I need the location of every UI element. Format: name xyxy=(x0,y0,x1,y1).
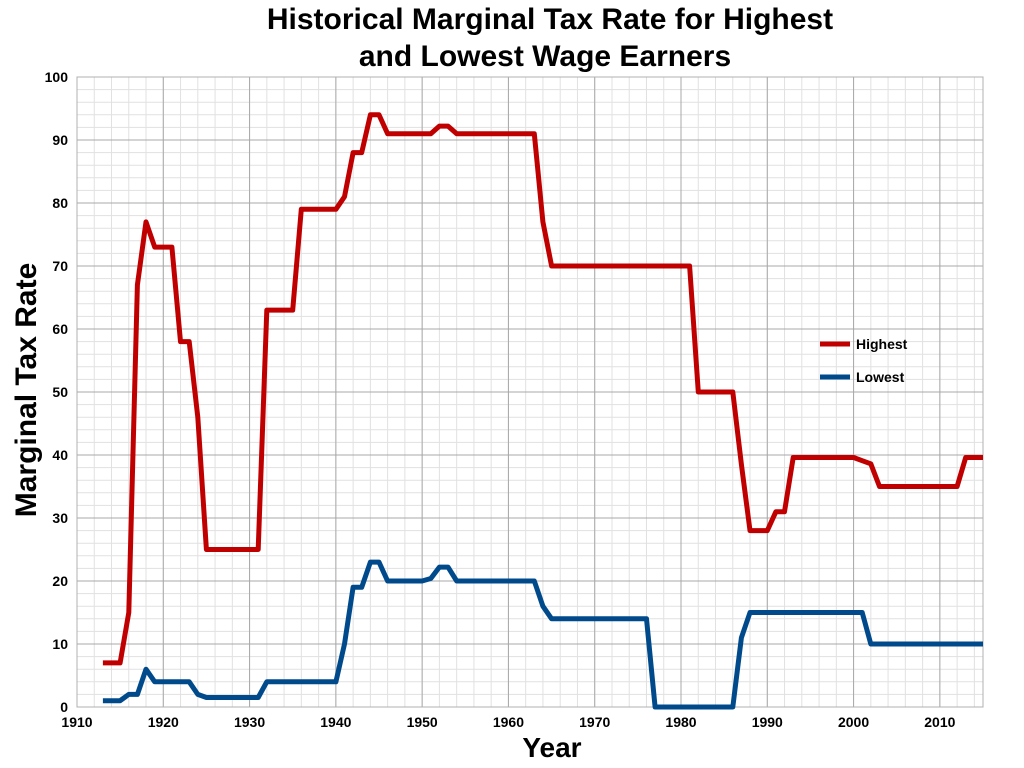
x-tick-label: 2000 xyxy=(838,714,869,730)
y-tick-label: 40 xyxy=(52,447,68,463)
y-tick-label: 90 xyxy=(52,132,68,148)
y-tick-label: 100 xyxy=(45,69,69,85)
x-tick-label: 1980 xyxy=(665,714,696,730)
x-tick-label: 1990 xyxy=(752,714,783,730)
x-tick-label: 1940 xyxy=(320,714,351,730)
x-tick-label: 1910 xyxy=(61,714,92,730)
chart-title-line-2: and Lowest Wage Earners xyxy=(359,40,731,73)
x-tick-label: 1920 xyxy=(148,714,179,730)
x-tick-label: 1970 xyxy=(579,714,610,730)
y-tick-label: 80 xyxy=(52,195,68,211)
y-tick-label: 60 xyxy=(52,321,68,337)
plot-border xyxy=(76,76,984,708)
y-tick-label: 0 xyxy=(60,699,68,715)
legend-label-highest: Highest xyxy=(856,336,908,352)
y-axis-tick-labels: 0 10 20 30 40 50 60 70 80 90 100 xyxy=(45,69,69,715)
x-axis-tick-labels: 1910 1920 1930 1940 1950 1960 1970 1980 1990 2000… xyxy=(61,714,955,730)
series-lines xyxy=(102,112,983,710)
x-axis-label: Year xyxy=(522,732,581,763)
y-tick-label: 30 xyxy=(52,510,68,526)
series-line-highest xyxy=(102,112,983,666)
y-tick-label: 10 xyxy=(52,636,68,652)
series-line-lowest xyxy=(102,559,983,710)
x-tick-label: 2010 xyxy=(924,714,955,730)
legend-label-lowest: Lowest xyxy=(856,369,905,385)
x-tick-label: 1950 xyxy=(407,714,438,730)
legend: Highest Lowest xyxy=(820,336,908,385)
y-tick-label: 20 xyxy=(52,573,68,589)
chart-title-line-1: Historical Marginal Tax Rate for Highest xyxy=(267,3,833,36)
x-tick-label: 1960 xyxy=(493,714,524,730)
y-tick-label: 70 xyxy=(52,258,68,274)
y-axis-label: Marginal Tax Rate xyxy=(10,263,43,518)
x-tick-label: 1930 xyxy=(234,714,265,730)
y-tick-label: 50 xyxy=(52,384,68,400)
